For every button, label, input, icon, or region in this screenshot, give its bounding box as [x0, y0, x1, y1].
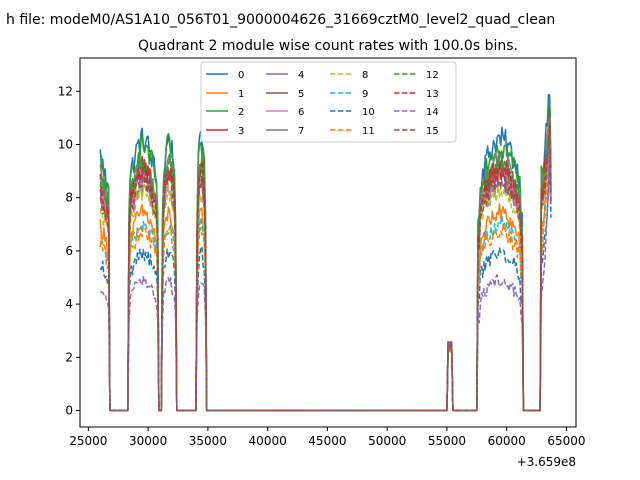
y-tick-label: 10 — [58, 137, 73, 151]
x-axis: 25000 30000 35000 40000 45000 50000 55000 60000… — [69, 427, 586, 448]
x-tick-label: 60000 — [488, 434, 526, 448]
legend-label-11: 11 — [362, 126, 375, 137]
series-line-15 — [99, 136, 552, 412]
legend-label-6: 6 — [298, 107, 304, 118]
y-tick-label: 6 — [65, 244, 73, 258]
legend-label-7: 7 — [298, 126, 304, 137]
y-tick-label: 12 — [58, 84, 73, 98]
legend-label-1: 1 — [238, 89, 244, 100]
y-axis: 0 2 4 6 8 10 12 — [58, 84, 80, 418]
legend-label-9: 9 — [362, 89, 368, 100]
legend-label-10: 10 — [362, 107, 375, 118]
legend-label-0: 0 — [238, 70, 244, 81]
legend-label-4: 4 — [298, 70, 304, 81]
x-tick-label: 40000 — [249, 434, 287, 448]
legend-label-8: 8 — [362, 70, 368, 81]
x-tick-label: 50000 — [368, 434, 406, 448]
axes-frame — [79, 57, 577, 428]
y-tick-label: 2 — [65, 350, 73, 364]
x-tick-label: 30000 — [129, 434, 167, 448]
y-tick-label: 4 — [65, 297, 73, 311]
figure-suptitle: h file: modeM0/AS1A10_056T01_9000004626_… — [6, 12, 555, 28]
y-tick-label: 8 — [65, 191, 73, 205]
y-tick-label: 0 — [65, 404, 73, 418]
legend-label-5: 5 — [298, 89, 304, 100]
plot-area — [79, 57, 577, 428]
x-offset-label: +3.659e8 — [517, 455, 576, 469]
legend-frame — [200, 61, 457, 143]
x-tick-label: 25000 — [69, 434, 107, 448]
chart-title: Quadrant 2 module wise count rates with … — [138, 38, 518, 54]
legend-label-14: 14 — [426, 107, 439, 118]
series-line-1 — [99, 107, 552, 412]
series-line-5 — [99, 108, 552, 412]
legend-label-15: 15 — [426, 126, 439, 137]
x-tick-label: 55000 — [428, 434, 466, 448]
x-tick-label: 65000 — [547, 434, 585, 448]
x-tick-label: 35000 — [189, 434, 227, 448]
legend-label-13: 13 — [426, 89, 439, 100]
legend-label-12: 12 — [426, 70, 439, 81]
x-tick-label: 45000 — [308, 434, 346, 448]
legend-label-3: 3 — [238, 126, 244, 137]
legend-label-2: 2 — [238, 107, 244, 118]
series-lines — [99, 93, 552, 412]
